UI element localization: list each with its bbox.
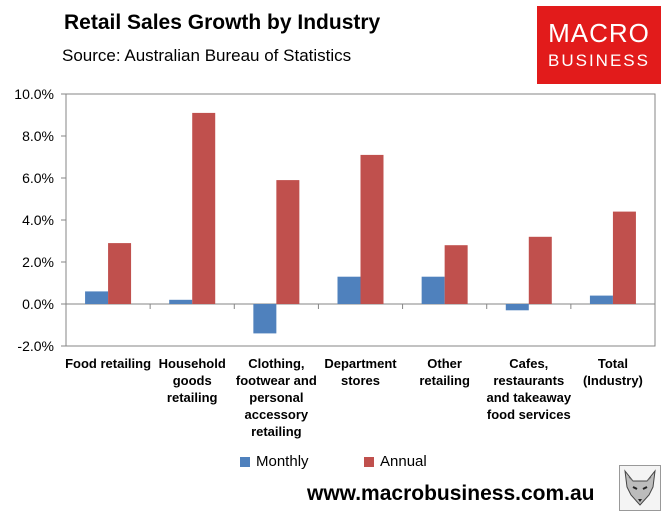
x-category-label-0: Food retailing <box>65 356 151 371</box>
bar-monthly-6 <box>589 295 613 304</box>
bar-monthly-5 <box>505 304 529 311</box>
y-tick-label: 0.0% <box>22 296 54 312</box>
y-tick-label: 2.0% <box>22 254 54 270</box>
bar-monthly-0 <box>85 291 109 304</box>
x-category-label-5: Cafes, restaurants and takeaway food servic… <box>487 356 572 422</box>
footer-url: www.macrobusiness.com.au <box>307 482 595 505</box>
x-category-label-line: Total <box>598 356 628 371</box>
legend-label-monthly: Monthly <box>256 453 309 470</box>
x-category-label-line: (Industry) <box>583 373 643 388</box>
legend-item-annual: Annual <box>364 453 427 470</box>
legend-label-annual: Annual <box>380 453 427 470</box>
x-category-label-line: retailing <box>167 390 218 405</box>
x-category-label-2: Clothing, footwear and personal accessory re… <box>236 356 317 439</box>
y-tick-label: 4.0% <box>22 212 54 228</box>
bar-monthly-2 <box>253 304 277 334</box>
macrobusiness-logo: MACRO BUSINESS <box>537 6 661 84</box>
bar-annual-1 <box>192 112 216 305</box>
bar-annual-4 <box>444 245 468 304</box>
legend-swatch-annual <box>364 456 374 467</box>
y-tick-label: 6.0% <box>22 170 54 186</box>
x-category-label-line: Cafes, <box>509 356 548 371</box>
logo-line-1: MACRO <box>548 18 650 48</box>
x-category-label-line: accessory <box>245 407 309 422</box>
bar-annual-0 <box>108 243 132 304</box>
x-category-label-line: goods <box>173 373 212 388</box>
x-category-label-6: Total (Industry) <box>583 356 643 388</box>
x-category-label-line: food services <box>487 407 571 422</box>
x-category-label-line: retailing <box>251 424 302 439</box>
x-category-label-line: Department <box>324 356 397 371</box>
x-category-label-line: Food retailing <box>65 356 151 371</box>
bar-annual-3 <box>360 154 384 304</box>
x-category-label-4: Other retailing <box>419 356 470 388</box>
x-category-label-1: Household goods retailing <box>159 356 226 405</box>
bar-monthly-1 <box>169 299 193 304</box>
bar-monthly-3 <box>337 276 361 304</box>
bar-annual-6 <box>612 211 636 304</box>
x-category-label-3: Department stores <box>324 356 397 388</box>
x-category-label-line: retailing <box>419 373 470 388</box>
bar-annual-5 <box>528 236 552 304</box>
x-category-label-line: restaurants <box>493 373 564 388</box>
bar-annual-2 <box>276 180 300 304</box>
legend-item-monthly: Monthly <box>240 453 309 470</box>
legend-swatch-monthly <box>240 456 250 467</box>
x-category-label-line: and takeaway <box>487 390 572 405</box>
x-category-label-line: personal <box>249 390 303 405</box>
bar-monthly-4 <box>421 276 445 304</box>
logo-line-2: BUSINESS <box>548 51 650 70</box>
y-tick-label: -2.0% <box>17 338 54 354</box>
fox-icon <box>619 465 661 511</box>
y-tick-label: 10.0% <box>14 86 54 102</box>
chart-subtitle: Source: Australian Bureau of Statistics <box>62 46 352 65</box>
chart-legend: Monthly Annual <box>0 453 669 473</box>
x-category-label-line: Household <box>159 356 226 371</box>
x-category-label-line: Clothing, <box>248 356 304 371</box>
y-tick-label: 8.0% <box>22 128 54 144</box>
x-category-label-line: Other <box>427 356 462 371</box>
x-category-label-line: stores <box>341 373 380 388</box>
chart-title: Retail Sales Growth by Industry <box>64 11 381 34</box>
x-category-label-line: footwear and <box>236 373 317 388</box>
